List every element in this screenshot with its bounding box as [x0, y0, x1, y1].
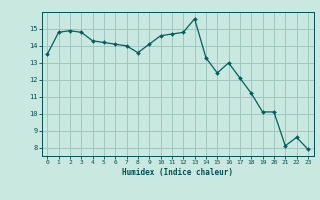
- X-axis label: Humidex (Indice chaleur): Humidex (Indice chaleur): [122, 168, 233, 177]
